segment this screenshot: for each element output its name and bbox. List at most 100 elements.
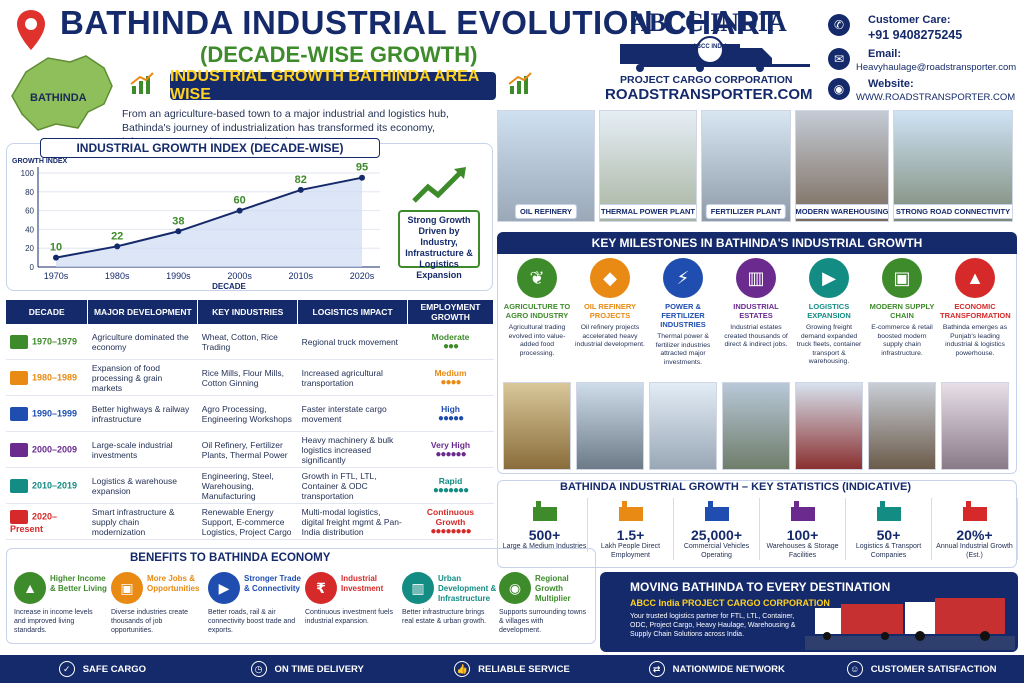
decade-cell: 1990–1999 xyxy=(6,395,88,433)
log-cell: Increased agricultural transportation xyxy=(297,359,408,397)
clock-icon: ◷ xyxy=(250,661,267,677)
data-point xyxy=(297,186,304,193)
bathinda-map xyxy=(11,55,113,131)
logo-badge-text: ABCC INDIA xyxy=(692,44,728,50)
decade-cell: 2000–2009 xyxy=(6,431,88,469)
y-tick-label: 80 xyxy=(25,188,34,197)
benefit-desc: Supports surrounding towns & villages wi… xyxy=(499,609,587,634)
data-point xyxy=(359,174,365,181)
truck-icon: ▶ xyxy=(809,258,849,298)
log-cell: Multi-modal logistics, digital freight m… xyxy=(297,503,408,540)
stat-label: Warehouses & Storage Facilities xyxy=(766,543,839,559)
brand-url[interactable]: ROADSTRANSPORTER.COM xyxy=(605,86,813,103)
milestone-item: ▲ ECONOMIC TRANSFORMATION Bathinda emerges… xyxy=(940,258,1011,358)
footer-bar: ✓ SAFE CARGO ◷ ON TIME DELIVERY 👍 RELIABLE … xyxy=(0,655,1024,683)
y-tick-label: 20 xyxy=(25,244,34,253)
box-icon: ▣ xyxy=(882,258,922,298)
ind-cell: Wheat, Cotton, Rice Trading xyxy=(197,324,298,361)
stat-item: 20%+ Annual Industrial Growth (Est.) xyxy=(932,498,1018,560)
table-row: 2010–2019 Logistics & warehouse expansion… xyxy=(6,467,494,505)
promo-subheading: ABCC India PROJECT CARGO CORPORATION xyxy=(630,598,830,608)
photo-3: MODERN WAREHOUSING xyxy=(795,110,889,222)
promo-description: Your trusted logistics partner for FTL, … xyxy=(630,613,796,638)
stats-title: BATHINDA INDUSTRIAL GROWTH – KEY STATIST… xyxy=(560,481,911,493)
milestone-desc: Agricultural trading evolved into value-… xyxy=(508,324,566,357)
benefit-title: Industrial Investment xyxy=(341,574,384,593)
truck-icon xyxy=(674,498,759,524)
globe-icon: ◉ xyxy=(499,572,531,604)
milestone-title: POWER & FERTILIZER INDUSTRIES xyxy=(660,302,706,329)
table-header: EMPLOYMENT GROWTH xyxy=(407,300,494,324)
log-cell: Growth in FTL, LTL, Container & ODC tran… xyxy=(297,467,408,505)
map-label: BATHINDA xyxy=(30,92,87,104)
log-cell: Heavy machinery & bulk logistics increas… xyxy=(297,431,408,469)
tractor-icon xyxy=(10,334,28,349)
benefits-panel xyxy=(6,548,596,644)
leaf-icon: ❦ xyxy=(517,258,557,298)
people-icons: ●●●●●● xyxy=(435,448,466,460)
milestone-desc: Oil refinery projects accelerated heavy … xyxy=(575,324,645,348)
people-icons: ●●●●●●●● xyxy=(430,525,471,537)
milestone-item: ❦ AGRICULTURE TO AGRO INDUSTRY Agricultura… xyxy=(502,258,572,358)
page-subtitle: (DECADE-WISE GROWTH) xyxy=(200,42,478,67)
milestone-photo xyxy=(503,382,571,470)
y-tick-label: 0 xyxy=(30,263,35,272)
benefit-desc: Increase in income levels and improved l… xyxy=(14,609,93,634)
table-row: 1990–1999 Better highways & railway infra… xyxy=(6,395,494,433)
photo-caption: STRONG ROAD CONNECTIVITY xyxy=(894,204,1012,219)
footer-item-on-time: ◷ ON TIME DELIVERY xyxy=(205,661,410,677)
section-banner: INDUSTRIAL GROWTH BATHINDA AREA WISE xyxy=(170,68,496,103)
email-icon: ✉ xyxy=(828,48,850,70)
trend-up-icon: ▲ xyxy=(955,258,995,298)
milestones-title: KEY MILESTONES IN BATHINDA'S INDUSTRIAL … xyxy=(497,232,1017,254)
employment-cell: Very High ●●●●●● xyxy=(407,431,494,469)
employment-cell: High ●●●●● xyxy=(407,395,494,433)
x-tick-label: 2020s xyxy=(350,271,375,281)
log-cell: Faster interstate cargo movement xyxy=(297,395,408,433)
table-row: 2020–Present Smart infrastructure & suppl… xyxy=(6,503,494,540)
footer-item-reliable: 👍 RELIABLE SERVICE xyxy=(410,661,615,677)
people-icons: ●●●●●●● xyxy=(432,484,469,496)
milestone-photo xyxy=(576,382,644,470)
stat-item: 1.5+ Lakh People Direct Employment xyxy=(588,498,674,560)
people-icons: ●●●● xyxy=(440,376,461,388)
phone-icon: ✆ xyxy=(828,14,850,36)
footer-item-network: ⇄ NATIONWIDE NETWORK xyxy=(614,661,819,677)
data-point xyxy=(175,228,182,235)
stat-item: 25,000+ Commercial Vehicles Operating xyxy=(674,498,760,560)
y-tick-label: 40 xyxy=(25,225,34,234)
photo-caption: MODERN WAREHOUSING xyxy=(796,204,888,219)
trucks-illustration xyxy=(805,598,1015,650)
ind-cell: Renewable Energy Support, E-commerce Log… xyxy=(197,503,298,540)
milestone-photo xyxy=(941,382,1009,470)
employment-cell: Moderate ●●● xyxy=(407,324,494,361)
milestone-title: ECONOMIC TRANSFORMATION xyxy=(940,302,1011,320)
wheat-icon xyxy=(10,370,28,385)
data-label: 22 xyxy=(111,230,123,242)
milestone-desc: Bathinda emerges as Punjab's leading ind… xyxy=(942,324,1008,357)
benefit-desc: Better infrastructure brings real estate… xyxy=(402,609,487,625)
stat-label: Lakh People Direct Employment xyxy=(600,543,661,559)
employment-cell: Rapid ●●●●●●● xyxy=(407,467,494,505)
globe-icon: ◉ xyxy=(828,78,850,100)
truck-icon: ▶ xyxy=(208,572,240,604)
benefit-desc: Continuous investment fuels industrial e… xyxy=(305,609,393,625)
milestone-title: INDUSTRIAL ESTATES xyxy=(733,302,779,320)
benefit-title: Regional Growth Multiplier xyxy=(535,574,571,603)
benefit-title: Higher Income & Better Living xyxy=(50,574,107,593)
milestone-desc: Growing freight demand expanded truck fl… xyxy=(796,324,862,365)
benefits-title: BENEFITS TO BATHINDA ECONOMY xyxy=(130,552,331,564)
decade-cell: 2010–2019 xyxy=(6,467,88,505)
decade-cell: 1970–1979 xyxy=(6,324,88,361)
stat-item: 50+ Logistics & Transport Companies xyxy=(846,498,932,560)
building-icon xyxy=(846,498,931,524)
y-tick-label: 100 xyxy=(21,169,35,178)
warehouse-icon xyxy=(10,478,28,493)
photo-4: STRONG ROAD CONNECTIVITY xyxy=(893,110,1013,222)
people-icons: ●●● xyxy=(442,340,459,352)
trend-up-icon xyxy=(10,509,28,524)
benefit-title: Urban Development & Infrastructure xyxy=(438,574,497,603)
stat-value: 20%+ xyxy=(956,527,993,543)
page-title: BATHINDA INDUSTRIAL EVOLUTION CHART xyxy=(60,4,781,41)
rupee-icon: ₹ xyxy=(305,572,337,604)
